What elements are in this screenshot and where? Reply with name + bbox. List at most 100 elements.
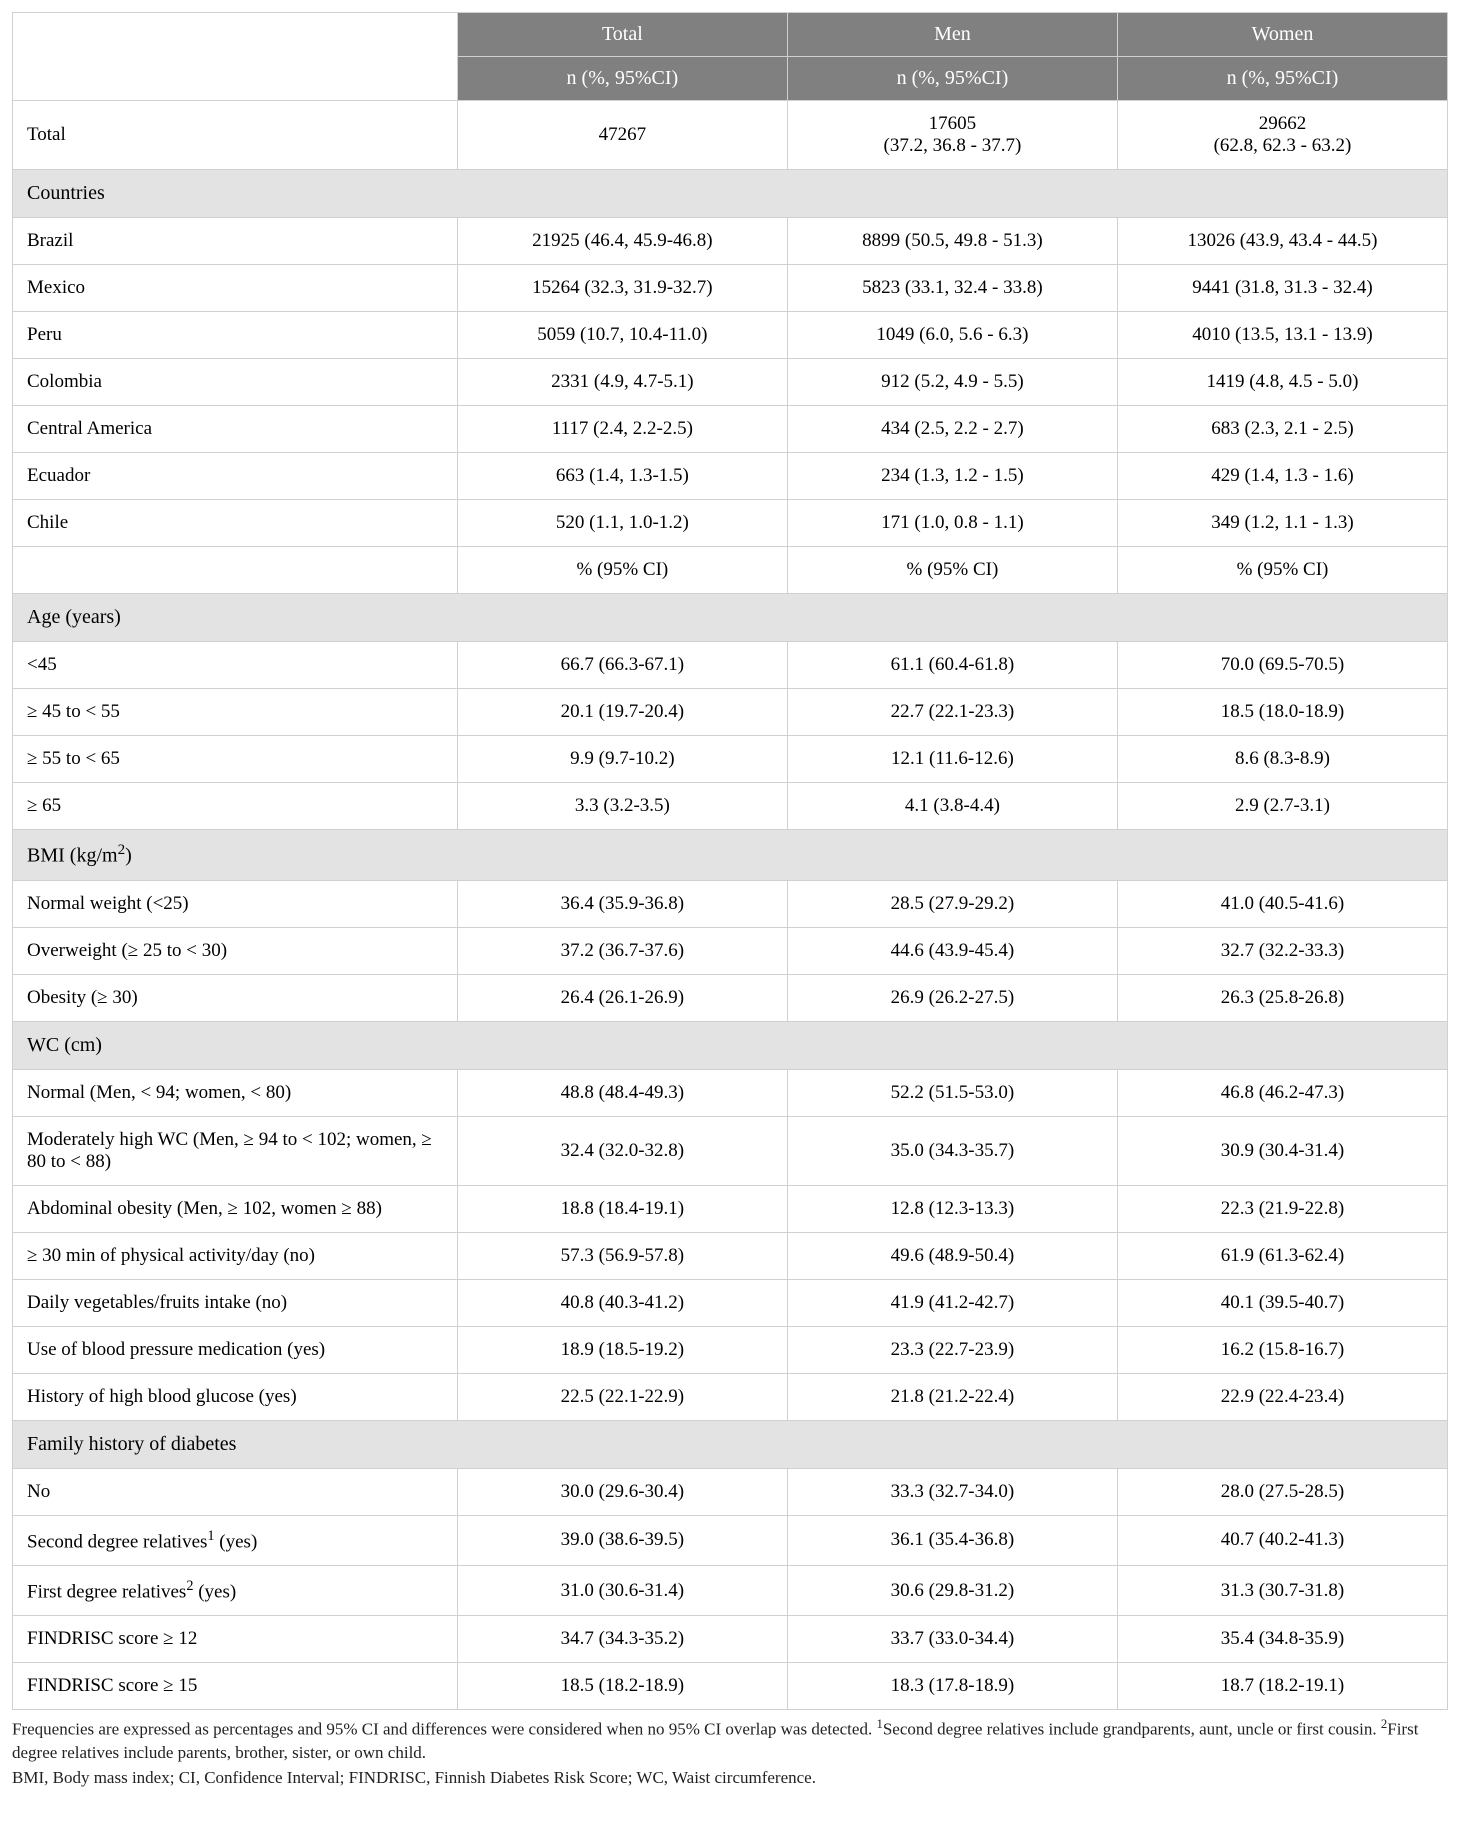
cell-value: 32.4 (32.0-32.8) (457, 1116, 787, 1185)
cell-value: 32.7 (32.2-33.3) (1117, 927, 1447, 974)
table-row: No30.0 (29.6-30.4)33.3 (32.7-34.0)28.0 (… (13, 1468, 1448, 1515)
section-title: Family history of diabetes (13, 1420, 1448, 1468)
data-table: Total Men Women n (%, 95%CI) n (%, 95%CI… (12, 12, 1448, 1710)
table-row: Moderately high WC (Men, ≥ 94 to < 102; … (13, 1116, 1448, 1185)
header-corner (13, 13, 458, 101)
row-label: Obesity (≥ 30) (13, 974, 458, 1021)
table-row: ≥ 45 to < 5520.1 (19.7-20.4)22.7 (22.1-2… (13, 689, 1448, 736)
cell-value: 49.6 (48.9-50.4) (787, 1232, 1117, 1279)
cell-value: 8.6 (8.3-8.9) (1117, 736, 1447, 783)
cell-value: 663 (1.4, 1.3-1.5) (457, 453, 787, 500)
cell-value: 171 (1.0, 0.8 - 1.1) (787, 500, 1117, 547)
row-label: Mexico (13, 265, 458, 312)
row-label: FINDRISC score ≥ 15 (13, 1663, 458, 1710)
cell-value: 18.8 (18.4-19.1) (457, 1185, 787, 1232)
cell-value: 41.9 (41.2-42.7) (787, 1279, 1117, 1326)
table-row: History of high blood glucose (yes)22.5 … (13, 1373, 1448, 1420)
row-label: Chile (13, 500, 458, 547)
row-label: Normal (Men, < 94; women, < 80) (13, 1069, 458, 1116)
cell-value: 18.5 (18.0-18.9) (1117, 689, 1447, 736)
cell-value: 18.5 (18.2-18.9) (457, 1663, 787, 1710)
cell-value: 41.0 (40.5-41.6) (1117, 880, 1447, 927)
table-row: Obesity (≥ 30)26.4 (26.1-26.9)26.9 (26.2… (13, 974, 1448, 1021)
section-row: WC (cm) (13, 1021, 1448, 1069)
table-row: Peru5059 (10.7, 10.4-11.0)1049 (6.0, 5.6… (13, 312, 1448, 359)
cell-value: 21.8 (21.2-22.4) (787, 1373, 1117, 1420)
cell-value: 4.1 (3.8-4.4) (787, 783, 1117, 830)
table-row: FINDRISC score ≥ 1518.5 (18.2-18.9)18.3 … (13, 1663, 1448, 1710)
row-label: Normal weight (<25) (13, 880, 458, 927)
cell-value: 16.2 (15.8-16.7) (1117, 1326, 1447, 1373)
table-row: Brazil21925 (46.4, 45.9-46.8)8899 (50.5,… (13, 218, 1448, 265)
table-row: Total4726717605 (37.2, 36.8 - 37.7)29662… (13, 101, 1448, 170)
cell-value: 33.3 (32.7-34.0) (787, 1468, 1117, 1515)
row-label: Daily vegetables/fruits intake (no) (13, 1279, 458, 1326)
cell-value: 5823 (33.1, 32.4 - 33.8) (787, 265, 1117, 312)
cell-value: 13026 (43.9, 43.4 - 44.5) (1117, 218, 1447, 265)
table-body: Total4726717605 (37.2, 36.8 - 37.7)29662… (13, 101, 1448, 1710)
table-row: ≥ 30 min of physical activity/day (no)57… (13, 1232, 1448, 1279)
row-label: Use of blood pressure medication (yes) (13, 1326, 458, 1373)
cell-value: 234 (1.3, 1.2 - 1.5) (787, 453, 1117, 500)
table-row: Mexico15264 (32.3, 31.9-32.7)5823 (33.1,… (13, 265, 1448, 312)
row-label: ≥ 30 min of physical activity/day (no) (13, 1232, 458, 1279)
subheader-cell: % (95% CI) (457, 547, 787, 594)
cell-value: 18.9 (18.5-19.2) (457, 1326, 787, 1373)
row-label: Second degree relatives1 (yes) (13, 1515, 458, 1565)
cell-value: 34.7 (34.3-35.2) (457, 1616, 787, 1663)
row-label: FINDRISC score ≥ 12 (13, 1616, 458, 1663)
cell-value: 912 (5.2, 4.9 - 5.5) (787, 359, 1117, 406)
cell-value: 22.5 (22.1-22.9) (457, 1373, 787, 1420)
cell-value: 33.7 (33.0-34.4) (787, 1616, 1117, 1663)
table-row: Chile520 (1.1, 1.0-1.2)171 (1.0, 0.8 - 1… (13, 500, 1448, 547)
table-header: Total Men Women n (%, 95%CI) n (%, 95%CI… (13, 13, 1448, 101)
row-label: ≥ 65 (13, 783, 458, 830)
section-title: Countries (13, 170, 1448, 218)
section-title: BMI (kg/m2) (13, 830, 1448, 881)
footnotes: Frequencies are expressed as percentages… (12, 1716, 1448, 1789)
cell-value: 37.2 (36.7-37.6) (457, 927, 787, 974)
cell-value: 44.6 (43.9-45.4) (787, 927, 1117, 974)
table-row: ≥ 653.3 (3.2-3.5)4.1 (3.8-4.4)2.9 (2.7-3… (13, 783, 1448, 830)
cell-value: 349 (1.2, 1.1 - 1.3) (1117, 500, 1447, 547)
table-row: Abdominal obesity (Men, ≥ 102, women ≥ 8… (13, 1185, 1448, 1232)
row-label: Colombia (13, 359, 458, 406)
section-title: Age (years) (13, 594, 1448, 642)
cell-value: 15264 (32.3, 31.9-32.7) (457, 265, 787, 312)
cell-value: 3.3 (3.2-3.5) (457, 783, 787, 830)
cell-value: 31.3 (30.7-31.8) (1117, 1565, 1447, 1615)
cell-value: 9441 (31.8, 31.3 - 32.4) (1117, 265, 1447, 312)
cell-value: 22.3 (21.9-22.8) (1117, 1185, 1447, 1232)
table-row: FINDRISC score ≥ 1234.7 (34.3-35.2)33.7 … (13, 1616, 1448, 1663)
cell-value: 18.3 (17.8-18.9) (787, 1663, 1117, 1710)
cell-value: 22.9 (22.4-23.4) (1117, 1373, 1447, 1420)
cell-value: 40.1 (39.5-40.7) (1117, 1279, 1447, 1326)
footnote-line-2: BMI, Body mass index; CI, Confidence Int… (12, 1767, 1448, 1790)
row-label: Abdominal obesity (Men, ≥ 102, women ≥ 8… (13, 1185, 458, 1232)
header-sub-women: n (%, 95%CI) (1117, 57, 1447, 101)
cell-value: 40.7 (40.2-41.3) (1117, 1515, 1447, 1565)
row-label: Peru (13, 312, 458, 359)
cell-value: 2.9 (2.7-3.1) (1117, 783, 1447, 830)
cell-value: 28.5 (27.9-29.2) (787, 880, 1117, 927)
row-label: History of high blood glucose (yes) (13, 1373, 458, 1420)
cell-value: 520 (1.1, 1.0-1.2) (457, 500, 787, 547)
footnote-line-1: Frequencies are expressed as percentages… (12, 1716, 1448, 1765)
table-row: First degree relatives2 (yes)31.0 (30.6-… (13, 1565, 1448, 1615)
cell-value: 36.1 (35.4-36.8) (787, 1515, 1117, 1565)
row-label: ≥ 55 to < 65 (13, 736, 458, 783)
cell-value: 66.7 (66.3-67.1) (457, 642, 787, 689)
row-label: No (13, 1468, 458, 1515)
subheader-cell: % (95% CI) (787, 547, 1117, 594)
table-row: Second degree relatives1 (yes)39.0 (38.6… (13, 1515, 1448, 1565)
cell-value: 683 (2.3, 2.1 - 2.5) (1117, 406, 1447, 453)
cell-value: 30.6 (29.8-31.2) (787, 1565, 1117, 1615)
cell-value: 5059 (10.7, 10.4-11.0) (457, 312, 787, 359)
header-total: Total (457, 13, 787, 57)
cell-value: 61.9 (61.3-62.4) (1117, 1232, 1447, 1279)
cell-value: 12.8 (12.3-13.3) (787, 1185, 1117, 1232)
cell-value: 61.1 (60.4-61.8) (787, 642, 1117, 689)
cell-value: 46.8 (46.2-47.3) (1117, 1069, 1447, 1116)
table-row: Overweight (≥ 25 to < 30)37.2 (36.7-37.6… (13, 927, 1448, 974)
cell-value: 48.8 (48.4-49.3) (457, 1069, 787, 1116)
